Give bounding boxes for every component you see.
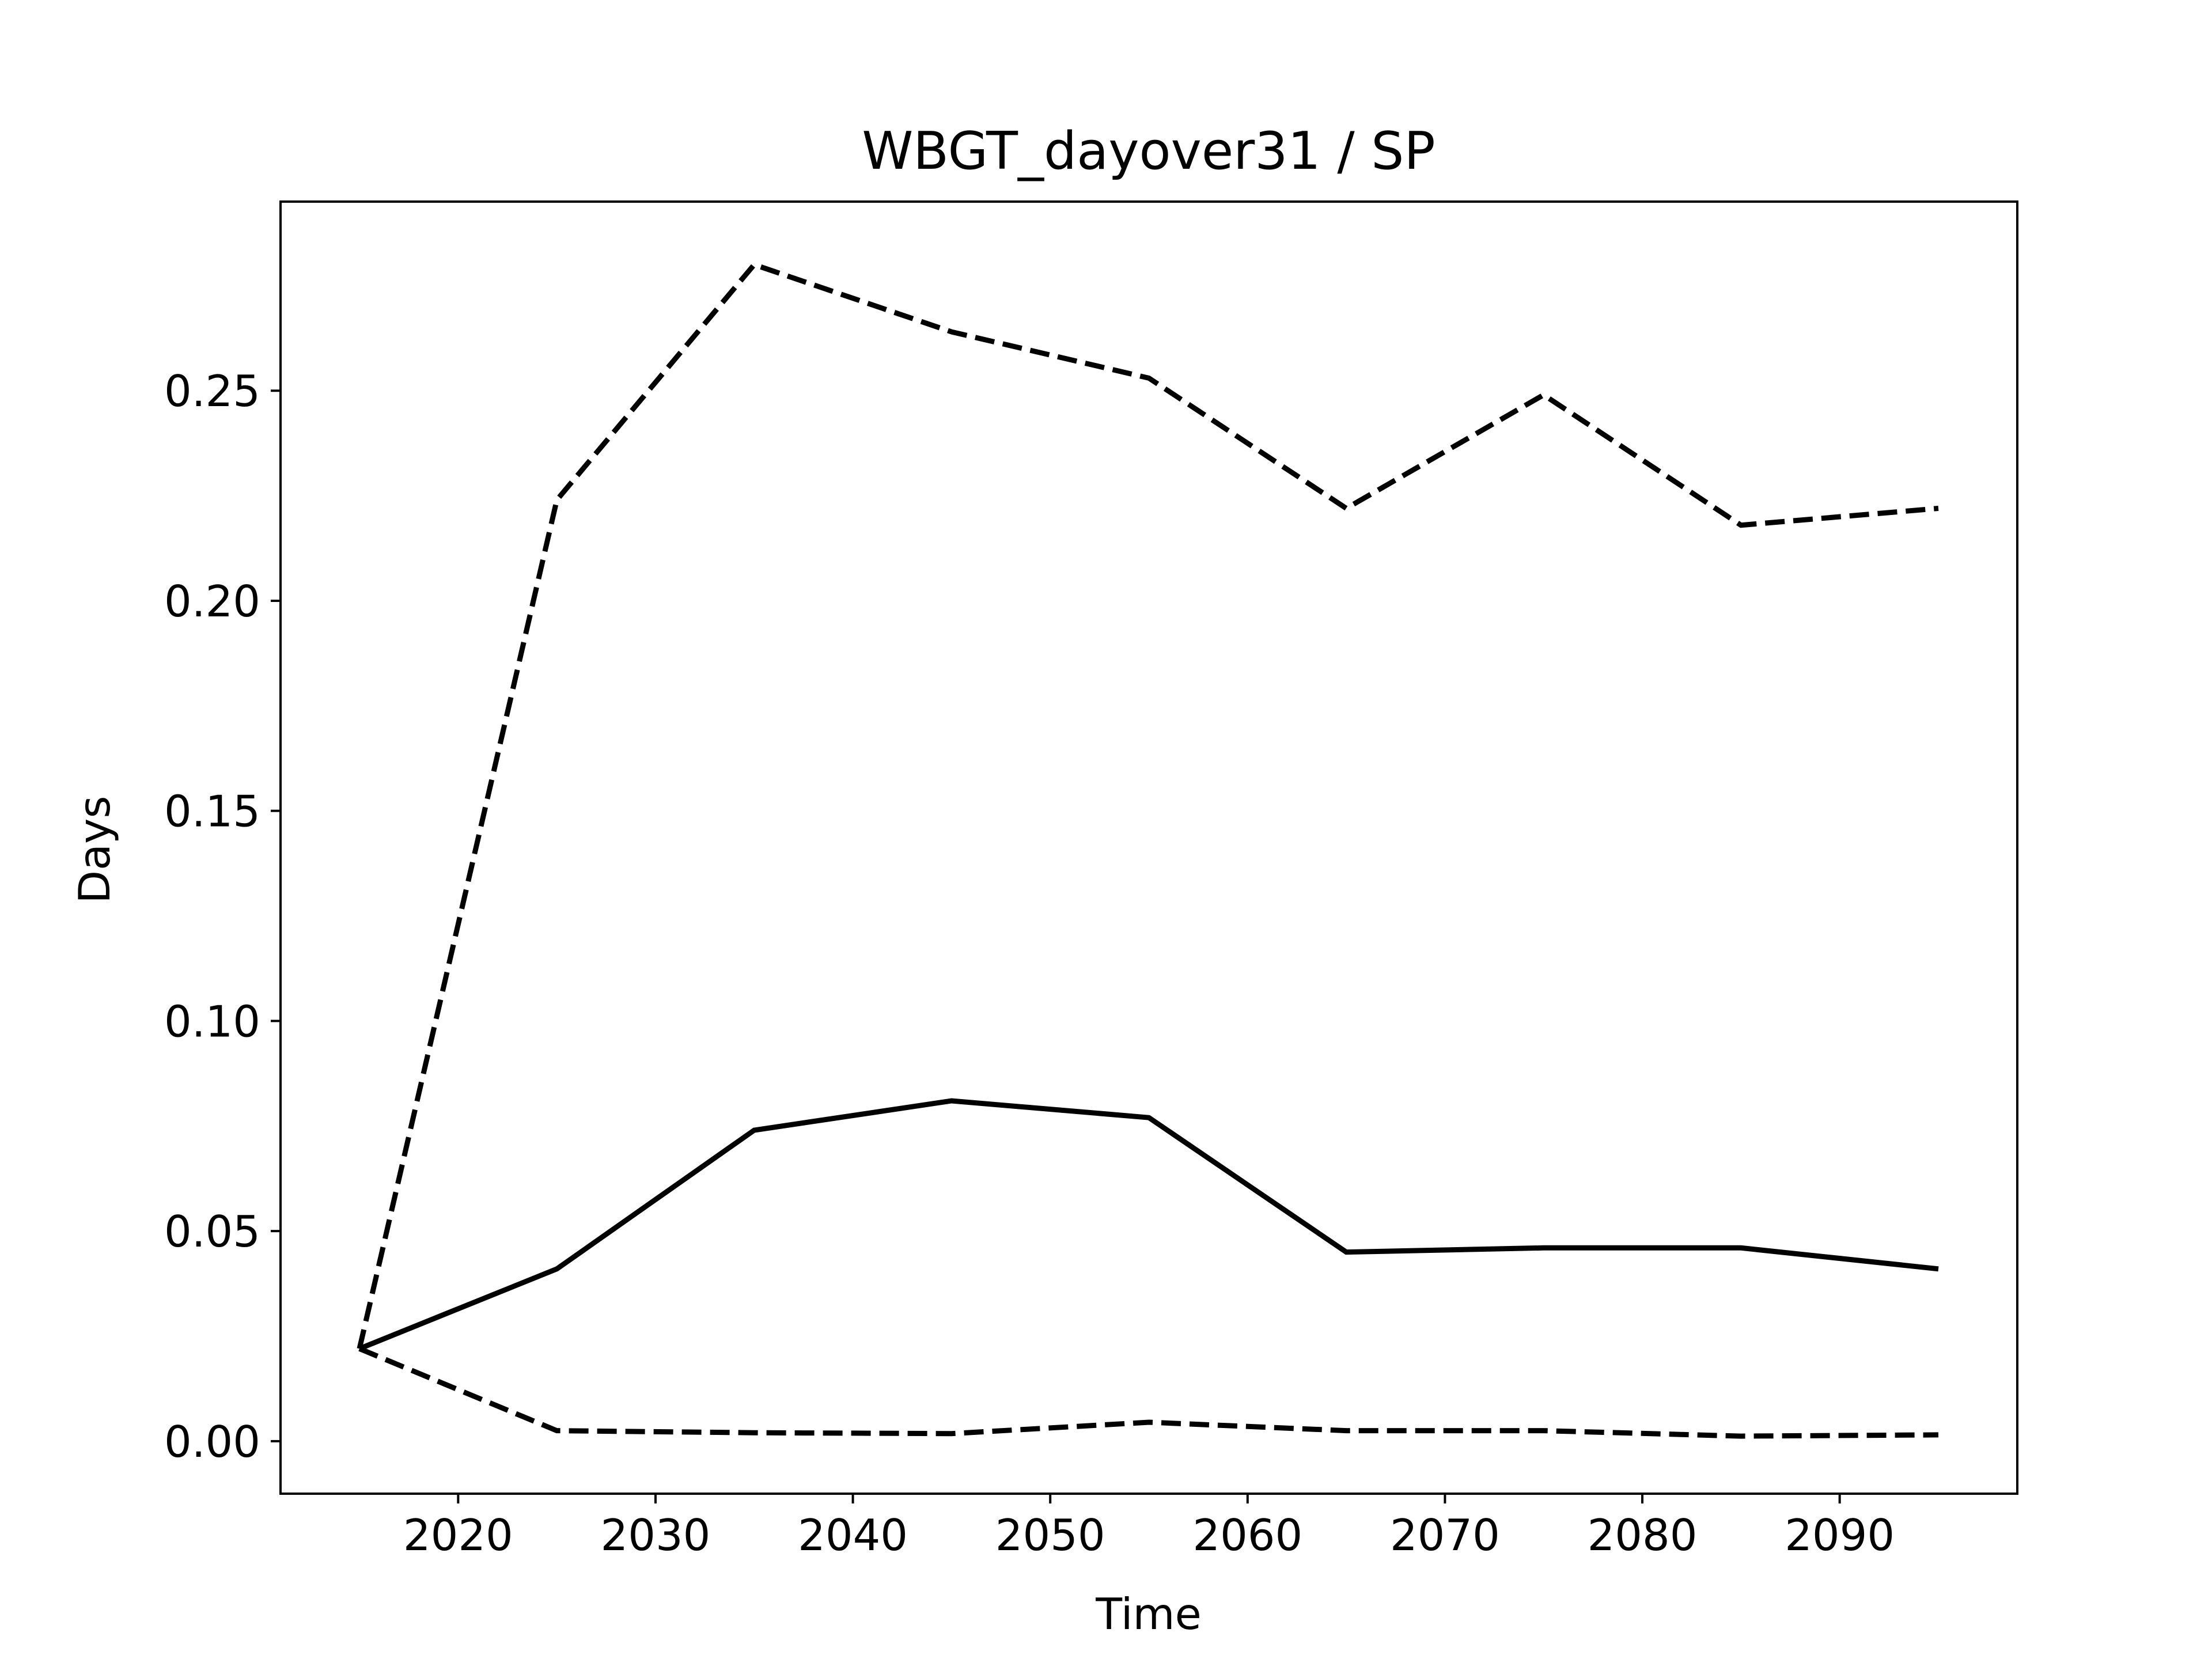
y-tick-label-3: 0.15 (164, 786, 260, 837)
x-tick-label-2090: 2090 (1785, 1510, 1895, 1560)
x-axis-label: Time (1095, 1589, 1202, 1639)
y-tick-label-0: 0.00 (164, 1416, 260, 1467)
plot-area: 2020 2030 2040 2050 2060 2070 2080 2090 0.00 0.05… (164, 200, 2018, 1560)
x-tick-label-2040: 2040 (798, 1510, 908, 1560)
y-axis-label: Days (69, 796, 120, 903)
series-line-1 (358, 1098, 1939, 1351)
y-tick-label-4: 0.20 (164, 576, 260, 627)
x-tick-label-2050: 2050 (995, 1510, 1105, 1560)
axes-frame (279, 200, 2018, 1495)
y-tick-label-5: 0.25 (164, 366, 260, 416)
y-tick-label-1: 0.05 (164, 1206, 260, 1257)
x-tick-label-2060: 2060 (1192, 1510, 1302, 1560)
y-tick-label-2: 0.10 (164, 996, 260, 1047)
x-tick-label-2020: 2020 (403, 1510, 513, 1560)
series-line-2 (357, 262, 1939, 1350)
x-tick-label-2030: 2030 (601, 1510, 711, 1560)
x-tick-label-2070: 2070 (1390, 1510, 1500, 1560)
series-line-3 (358, 1346, 1939, 1439)
chart-title: WBGT_dayover31 / SP (862, 121, 1435, 181)
x-tick-label-2080: 2080 (1588, 1510, 1698, 1560)
